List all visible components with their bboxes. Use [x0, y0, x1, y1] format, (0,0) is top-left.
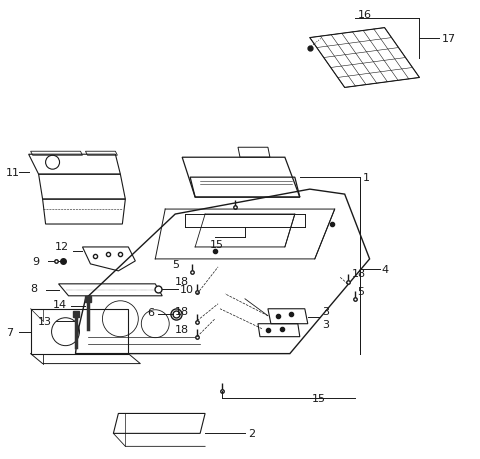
Text: 15: 15: [210, 240, 224, 249]
Text: 7: 7: [6, 327, 13, 337]
Text: 8: 8: [31, 283, 38, 293]
Text: 3: 3: [322, 306, 329, 316]
Text: 11: 11: [6, 168, 20, 178]
Text: 10: 10: [180, 284, 194, 294]
Text: 17: 17: [442, 34, 456, 44]
Text: 5: 5: [358, 286, 365, 296]
Text: 2: 2: [248, 428, 255, 438]
Text: 18: 18: [175, 276, 189, 286]
Text: 5: 5: [172, 259, 179, 269]
Text: 9: 9: [33, 256, 40, 266]
Text: 14: 14: [53, 299, 67, 309]
Text: 1: 1: [362, 173, 370, 183]
Text: 18: 18: [175, 324, 189, 334]
Text: 18: 18: [352, 268, 366, 278]
Text: 6: 6: [147, 307, 154, 317]
Text: 3: 3: [322, 319, 329, 329]
Text: 12: 12: [55, 241, 69, 252]
Text: 15: 15: [312, 394, 326, 403]
Text: 18: 18: [175, 306, 189, 316]
Text: 16: 16: [358, 10, 372, 20]
Text: 4: 4: [382, 264, 389, 274]
Text: 13: 13: [37, 316, 52, 326]
